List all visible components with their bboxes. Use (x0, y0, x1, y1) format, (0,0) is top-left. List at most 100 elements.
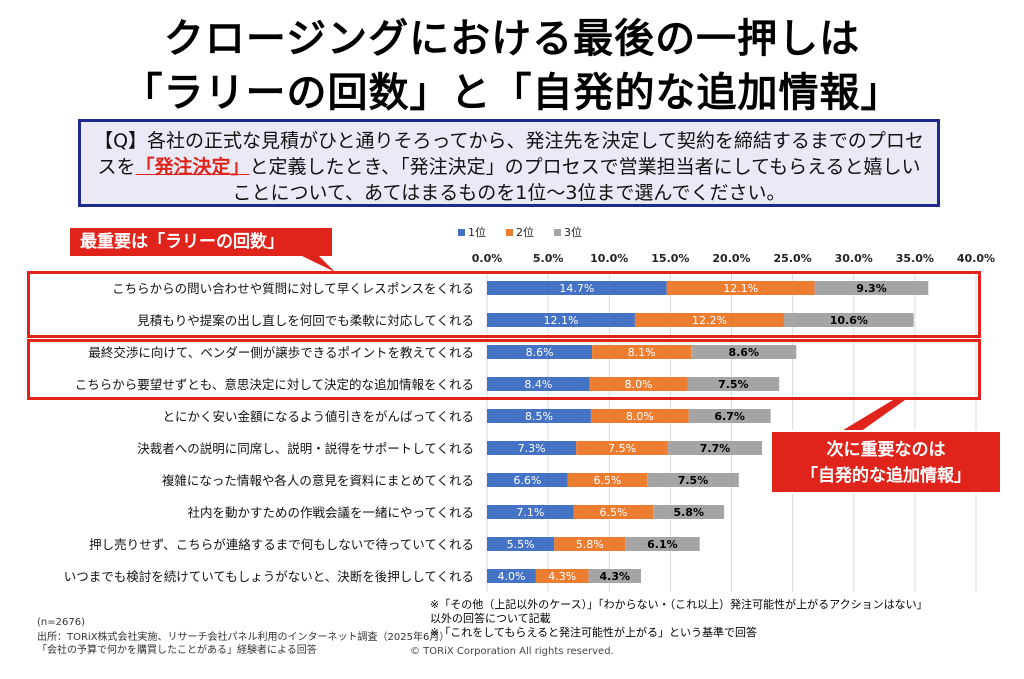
bar-segment (625, 537, 700, 551)
category-label: いつまでも検討を続けていてもしょうがないと、決断を後押ししてくれる (64, 569, 474, 584)
bar-segment (487, 537, 555, 551)
legend-label: 2位 (516, 225, 534, 239)
bar-segment (487, 409, 591, 423)
legend-label: 3位 (564, 225, 582, 239)
bar-segment (487, 345, 593, 359)
bar-segment (487, 377, 590, 391)
data-label: 5.8% (673, 506, 704, 519)
sample-size: (n=2676) (37, 617, 85, 628)
data-label: 8.5% (525, 410, 553, 423)
data-label: 12.2% (692, 314, 727, 327)
bar-segment (487, 281, 667, 295)
respondent-text: 「会社の予算で何かを購買したことがある」経験者による回答 (37, 645, 317, 656)
data-label: 8.4% (524, 378, 552, 391)
legend-label: 1位 (468, 225, 486, 239)
chart-legend: 1位 2位 3位 (458, 225, 582, 239)
data-label: 6.7% (714, 410, 745, 423)
bar-segment (814, 281, 929, 295)
notes: ※「その他（上記以外のケース）」「わからない・（これ以上）発注可能性が上がるアク… (430, 598, 928, 640)
bar-segment (667, 441, 763, 455)
category-label: 決裁者への説明に同席し、説明・説得をサポートしてくれる (137, 441, 474, 456)
data-label: 8.6% (728, 346, 759, 359)
bar-segment (576, 441, 668, 455)
bar-segment (589, 377, 688, 391)
callout-second-line2: 「自発的な追加情報」 (801, 466, 971, 486)
category-label: こちらから要望せずとも、意思決定に対して決定的な追加情報をくれる (75, 377, 474, 392)
data-label: 10.6% (830, 314, 868, 327)
category-label: 押し売りせず、こちらが連絡するまで何もしないで待っていてくれる (89, 537, 474, 552)
data-label: 4.0% (497, 570, 525, 583)
data-label: 8.0% (625, 378, 653, 391)
category-label: 複雑になった情報や各人の意見を資料にまとめてくれる (162, 473, 474, 488)
data-label: 7.5% (678, 474, 709, 487)
question-box: 【Q】各社の正式な見積がひと通りそろってから、発注先を決定して契約を締結するまで… (78, 119, 940, 207)
callout-pointer-second (840, 400, 905, 432)
note-1: ※「その他（上記以外のケース）」「わからない・（これ以上）発注可能性が上がるアク… (430, 598, 928, 611)
data-label: 7.3% (518, 442, 546, 455)
bar-segment (592, 345, 692, 359)
callout-second-line1: 次に重要なのは (826, 440, 946, 460)
question-highlight: 「発注決定」 (135, 156, 250, 178)
bar-segment (487, 473, 568, 487)
data-label: 6.5% (600, 506, 628, 519)
x-axis-ticks: 0.0% 5.0% 10.0% 15.0% 20.0% 25.0% 30.0% 35.0% 40… (472, 252, 995, 265)
data-label: 14.7% (559, 282, 594, 295)
bar-segment (487, 441, 577, 455)
x-tick-label: 40.0% (957, 252, 995, 265)
bar-segment (687, 377, 780, 391)
bar-segment (666, 281, 815, 295)
category-label: 社内を動かすための作戦会議を一緒にやってくれる (187, 505, 474, 520)
data-label: 8.0% (626, 410, 654, 423)
bar-segment (487, 569, 536, 583)
x-tick-label: 0.0% (472, 252, 503, 265)
callout-most-important: 最重要は「ラリーの回数」 (70, 228, 332, 256)
category-label: 最終交渉に向けて、ベンダー側が譲歩できるポイントを教えてくれる (88, 345, 474, 360)
bar-segment (535, 569, 589, 583)
data-label: 7.7% (700, 442, 731, 455)
category-label: とにかく安い金額になるよう値引きをがんばってくれる (162, 409, 474, 424)
legend-swatch (506, 229, 513, 236)
data-label: 5.5% (507, 538, 535, 551)
bar-segment (567, 473, 648, 487)
callout-pointer-top (300, 255, 335, 272)
category-label: 見積もりや提案の出し直しを何回でも柔軟に対応してくれる (137, 313, 474, 328)
note-2: 以外の回答について記載 (430, 612, 551, 625)
page-title-line2: 「ラリーの回数」と「自発的な追加情報」 (122, 70, 902, 116)
data-label: 8.1% (628, 346, 656, 359)
data-label: 7.5% (718, 378, 749, 391)
bar-segment (691, 345, 797, 359)
bar-segment (634, 313, 785, 327)
data-label: 9.3% (856, 282, 887, 295)
x-tick-label: 10.0% (590, 252, 628, 265)
chart-rows: こちらからの問い合わせや質問に対して早くレスポンスをくれる 14.7% 12.1% 9… (64, 281, 929, 584)
highlight-frame-top (27, 271, 981, 338)
bar-segment (588, 569, 642, 583)
data-label: 8.6% (526, 346, 554, 359)
source-text: 出所：TORiX株式会社実施、リサーチ会社パネル利用のインターネット調査（202… (37, 632, 450, 643)
x-tick-label: 35.0% (896, 252, 934, 265)
data-label: 12.1% (723, 282, 758, 295)
question-text-2: と定義したとき、「発注決定」のプロセスで営業担当者にしてもらえると嬉しいことにつ… (232, 156, 921, 204)
data-label: 4.3% (548, 570, 576, 583)
note-3: ※「これをしてもらえると発注可能性が上がる」という基準で回答 (430, 626, 758, 639)
data-label: 12.1% (543, 314, 578, 327)
data-label: 6.5% (593, 474, 621, 487)
category-label: こちらからの問い合わせや質問に対して早くレスポンスをくれる (112, 281, 474, 296)
bar-segment (487, 505, 574, 519)
highlight-frame-second (27, 339, 981, 400)
data-label: 6.6% (513, 474, 541, 487)
data-label: 4.3% (599, 570, 630, 583)
data-label: 7.1% (516, 506, 544, 519)
x-tick-label: 30.0% (835, 252, 873, 265)
bar-segment (590, 409, 689, 423)
page-title-line1: クロージングにおける最後の一押しは (163, 16, 861, 62)
question-text-1: 【Q】各社の正式な見積がひと通りそろってから、発注先を決定して契約を締結するまで… (94, 130, 924, 178)
legend-swatch (554, 229, 561, 236)
bar-segment (487, 313, 635, 327)
bar-segment (784, 313, 914, 327)
callout-second-important: 次に重要なのは 「自発的な追加情報」 (770, 430, 1002, 494)
copyright: © TORiX Corporation All rights reserved. (410, 646, 614, 657)
data-label: 6.1% (647, 538, 678, 551)
legend-swatch (458, 229, 465, 236)
x-tick-label: 5.0% (533, 252, 564, 265)
